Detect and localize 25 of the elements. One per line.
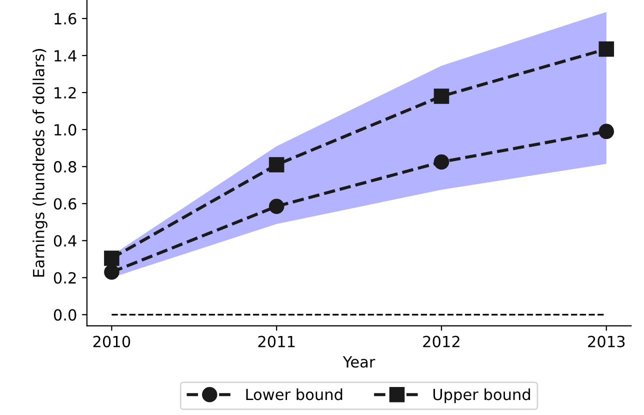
x-tick-label: 2010 (93, 336, 130, 348)
y-tick-label: 0.2 (54, 272, 76, 284)
y-tick-label: 1.6 (54, 12, 76, 25)
legend-label: Upper bound (433, 388, 530, 404)
y-tick-label: 1.4 (54, 50, 76, 62)
x-axis-title: Year (342, 356, 376, 368)
point (268, 198, 284, 214)
point (104, 264, 120, 280)
point (598, 124, 614, 140)
point (434, 88, 450, 104)
y-tick-label: 0.8 (54, 161, 76, 173)
x-tick-label: 2013 (588, 336, 625, 348)
point (268, 157, 284, 172)
y-axis-title: Earnings (hundreds of dollars) (32, 49, 48, 277)
x-tick-label: 2012 (423, 336, 460, 348)
y-tick-label: 0.4 (54, 235, 76, 247)
y-tick-label: 0.0 (54, 309, 76, 321)
legend-label: Lower bound (246, 388, 342, 400)
y-tick-label: 1.2 (54, 87, 76, 98)
point (434, 154, 450, 170)
point (598, 41, 614, 57)
y-tick-label: 1.0 (54, 124, 76, 136)
point (104, 250, 120, 266)
x-tick-label: 2011 (258, 336, 295, 348)
y-tick-label: 0.6 (54, 198, 76, 210)
